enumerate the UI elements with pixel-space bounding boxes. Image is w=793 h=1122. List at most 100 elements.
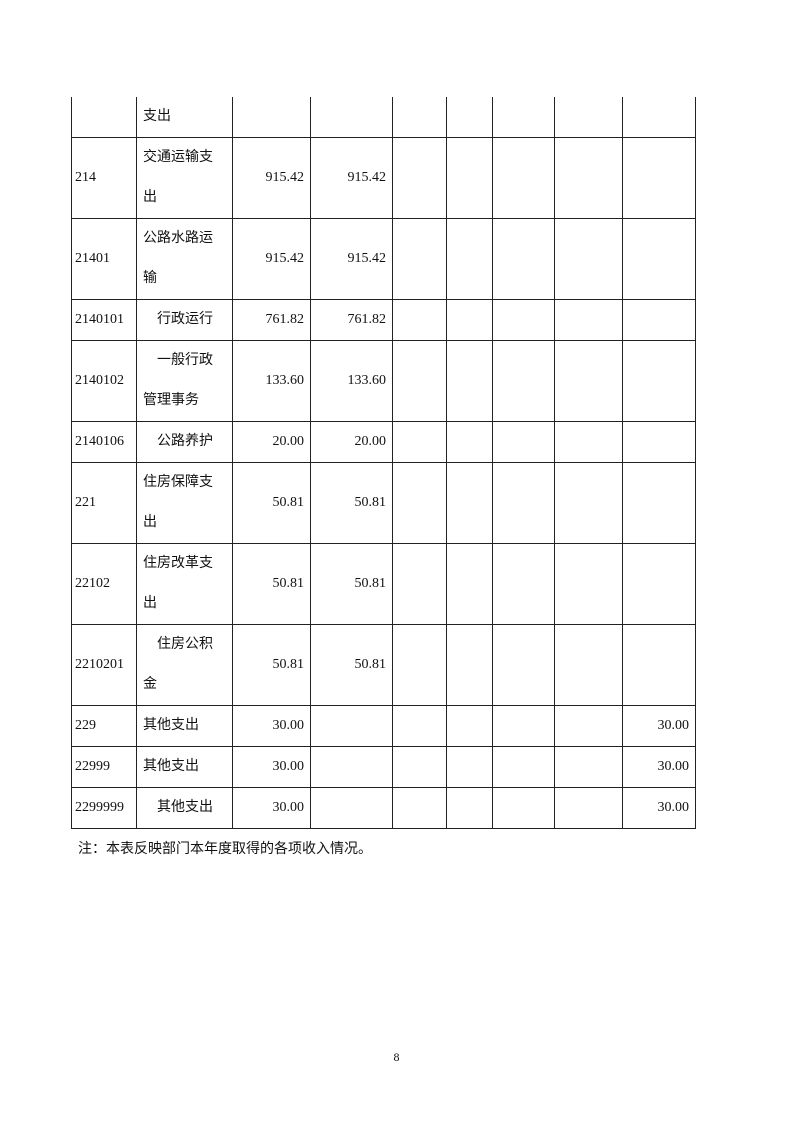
fiscal-cell: 915.42 — [310, 218, 393, 300]
name-cell: 支出 — [136, 97, 233, 138]
name-cell: 行政运行 — [136, 299, 233, 341]
code-cell: 214 — [71, 137, 137, 219]
empty-cell — [492, 137, 555, 219]
fiscal-cell: 761.82 — [310, 299, 393, 341]
table-note: 注：本表反映部门本年度取得的各项收入情况。 — [78, 842, 372, 857]
table-row: 229 其他支出 30.00 30.00 — [71, 705, 696, 747]
empty-cell — [554, 340, 623, 422]
empty-cell — [392, 218, 447, 300]
other-income-cell — [622, 97, 696, 138]
other-income-cell: 30.00 — [622, 746, 696, 788]
empty-cell — [446, 299, 493, 341]
table-row: 21401 公路水路运输 915.42 915.42 — [71, 218, 696, 300]
income-table: 支出 214 交通运输支出 915.42 915.42 21401 公路水路运输 915.42… — [71, 97, 696, 829]
other-income-cell — [622, 624, 696, 706]
code-cell: 21401 — [71, 218, 137, 300]
empty-cell — [446, 705, 493, 747]
empty-cell — [554, 543, 623, 625]
empty-cell — [554, 218, 623, 300]
empty-cell — [392, 787, 447, 829]
empty-cell — [492, 787, 555, 829]
other-income-cell — [622, 421, 696, 463]
page-number: 8 — [393, 1050, 400, 1064]
total-cell — [232, 97, 311, 138]
fiscal-cell — [310, 705, 393, 747]
fiscal-cell — [310, 97, 393, 138]
fiscal-cell: 50.81 — [310, 543, 393, 625]
empty-cell — [446, 97, 493, 138]
empty-cell — [492, 462, 555, 544]
empty-cell — [446, 340, 493, 422]
table-row: 22999 其他支出 30.00 30.00 — [71, 746, 696, 788]
table-row: 22102 住房改革支出 50.81 50.81 — [71, 543, 696, 625]
empty-cell — [446, 421, 493, 463]
total-cell: 30.00 — [232, 705, 311, 747]
code-cell — [71, 97, 137, 138]
empty-cell — [554, 421, 623, 463]
empty-cell — [392, 543, 447, 625]
code-cell: 2140101 — [71, 299, 137, 341]
total-cell: 50.81 — [232, 624, 311, 706]
total-cell: 915.42 — [232, 218, 311, 300]
empty-cell — [492, 705, 555, 747]
other-income-cell — [622, 299, 696, 341]
other-income-cell — [622, 340, 696, 422]
table-row: 2140102 一般行政管理事务 133.60 133.60 — [71, 340, 696, 422]
table-row: 2299999 其他支出 30.00 30.00 — [71, 787, 696, 829]
table-row: 支出 — [71, 97, 696, 138]
name-cell: 其他支出 — [136, 705, 233, 747]
empty-cell — [392, 746, 447, 788]
total-cell: 30.00 — [232, 746, 311, 788]
empty-cell — [554, 746, 623, 788]
empty-cell — [392, 462, 447, 544]
other-income-cell — [622, 543, 696, 625]
empty-cell — [392, 137, 447, 219]
table-row: 2140101 行政运行 761.82 761.82 — [71, 299, 696, 341]
empty-cell — [492, 340, 555, 422]
other-income-cell: 30.00 — [622, 787, 696, 829]
empty-cell — [554, 137, 623, 219]
empty-cell — [554, 299, 623, 341]
empty-cell — [392, 340, 447, 422]
code-cell: 2140106 — [71, 421, 137, 463]
empty-cell — [446, 746, 493, 788]
other-income-cell: 30.00 — [622, 705, 696, 747]
code-cell: 2210201 — [71, 624, 137, 706]
code-cell: 229 — [71, 705, 137, 747]
empty-cell — [446, 218, 493, 300]
total-cell: 133.60 — [232, 340, 311, 422]
empty-cell — [446, 624, 493, 706]
name-cell: 公路养护 — [136, 421, 233, 463]
empty-cell — [554, 787, 623, 829]
total-cell: 20.00 — [232, 421, 311, 463]
empty-cell — [554, 624, 623, 706]
empty-cell — [492, 624, 555, 706]
name-cell: 住房保障支出 — [136, 462, 233, 544]
name-cell: 住房改革支出 — [136, 543, 233, 625]
empty-cell — [492, 746, 555, 788]
table-row: 2210201 住房公积金 50.81 50.81 — [71, 624, 696, 706]
name-cell: 住房公积金 — [136, 624, 233, 706]
table-row: 2140106 公路养护 20.00 20.00 — [71, 421, 696, 463]
name-cell: 其他支出 — [136, 746, 233, 788]
table-row: 221 住房保障支出 50.81 50.81 — [71, 462, 696, 544]
empty-cell — [446, 543, 493, 625]
empty-cell — [392, 421, 447, 463]
empty-cell — [446, 137, 493, 219]
name-cell: 公路水路运输 — [136, 218, 233, 300]
empty-cell — [392, 97, 447, 138]
name-cell: 交通运输支出 — [136, 137, 233, 219]
empty-cell — [492, 421, 555, 463]
empty-cell — [554, 462, 623, 544]
empty-cell — [554, 705, 623, 747]
code-cell: 22999 — [71, 746, 137, 788]
fiscal-cell: 50.81 — [310, 624, 393, 706]
other-income-cell — [622, 462, 696, 544]
empty-cell — [492, 218, 555, 300]
empty-cell — [392, 705, 447, 747]
total-cell: 50.81 — [232, 462, 311, 544]
empty-cell — [492, 97, 555, 138]
other-income-cell — [622, 218, 696, 300]
other-income-cell — [622, 137, 696, 219]
code-cell: 2140102 — [71, 340, 137, 422]
